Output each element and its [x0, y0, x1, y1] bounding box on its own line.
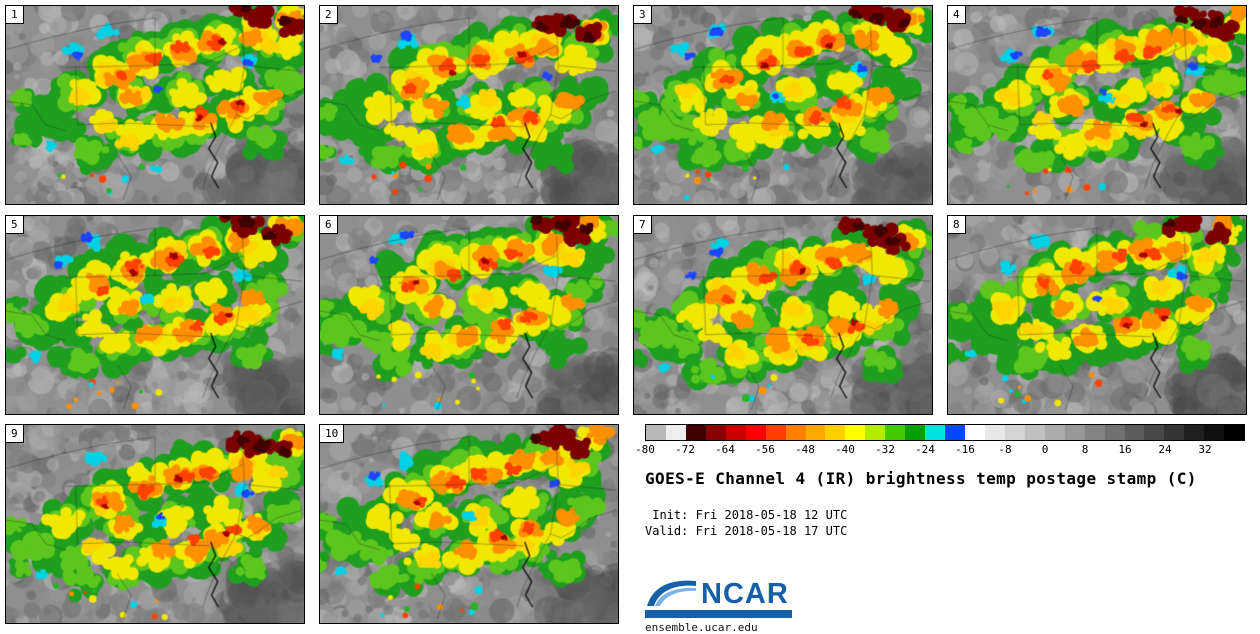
colorbar-segment: [745, 425, 766, 440]
satellite-ir-image: [320, 425, 618, 623]
colorbar-segment: [665, 425, 686, 440]
panel-number-label: 4: [948, 6, 966, 24]
colorbar-tick-label: 16: [1118, 443, 1132, 456]
colorbar-tick-label: -48: [795, 443, 815, 456]
ensemble-member-panel-3: 3: [633, 5, 933, 205]
chart-title: GOES-E Channel 4 (IR) brightness temp po…: [645, 469, 1197, 488]
valid-time: Valid: Fri 2018-05-18 17 UTC: [645, 523, 848, 538]
colorbar-segment: [825, 425, 846, 440]
colorbar-segment: [646, 425, 666, 440]
panel-number-label: 3: [634, 6, 652, 24]
colorbar-segment: [865, 425, 886, 440]
colorbar-segment: [1204, 425, 1225, 440]
ensemble-member-panel-5: 5: [5, 215, 305, 415]
colorbar: [645, 424, 1245, 441]
colorbar-segment: [1124, 425, 1145, 440]
ensemble-member-panel-4: 4: [947, 5, 1247, 205]
colorbar-tick-label: 32: [1198, 443, 1212, 456]
ensemble-member-panel-6: 6: [319, 215, 619, 415]
legend-area: -80 -72 -64 -56 -48 -40 -32 -24 -16 -8 0 8 16 24 32 GO…: [635, 424, 1245, 634]
time-info: Init: Fri 2018-05-18 12 UTC Valid: Fri 2…: [645, 508, 1245, 539]
satellite-ir-image: [6, 216, 304, 414]
colorbar-tick-label: -8: [998, 443, 1012, 456]
colorbar-segment: [765, 425, 786, 440]
colorbar-tick-label: -64: [715, 443, 735, 456]
colorbar-segment: [1164, 425, 1185, 440]
colorbar-segment: [925, 425, 946, 440]
colorbar-segment: [1024, 425, 1045, 440]
ncar-wordmark: NCAR: [701, 578, 789, 611]
colorbar-tick-label: -80: [635, 443, 655, 456]
colorbar-segment: [1084, 425, 1105, 440]
satellite-ir-image: [6, 425, 304, 623]
ensemble-member-panel-1: 1: [5, 5, 305, 205]
satellite-ir-image: [320, 216, 618, 414]
satellite-ir-image: [634, 216, 932, 414]
colorbar-tick-label: -32: [875, 443, 895, 456]
satellite-ir-image: [320, 6, 618, 204]
colorbar-segment: [725, 425, 746, 440]
colorbar-segment: [984, 425, 1005, 440]
colorbar-tick-label: 0: [1041, 443, 1049, 456]
colorbar-tick-label: -56: [755, 443, 775, 456]
panel-number-label: 6: [320, 216, 338, 234]
satellite-ir-image: [6, 6, 304, 204]
colorbar-segment: [1104, 425, 1125, 440]
colorbar-segment: [905, 425, 926, 440]
colorbar-tick-label: -72: [675, 443, 695, 456]
colorbar-tick-label: -40: [835, 443, 855, 456]
panel-number-label: 1: [6, 6, 24, 24]
colorbar-tick-label: -16: [955, 443, 975, 456]
colorbar-segment: [705, 425, 726, 440]
panel-number-label: 7: [634, 216, 652, 234]
colorbar-segment: [1144, 425, 1165, 440]
panel-number-label: 10: [320, 425, 345, 443]
colorbar-segment: [805, 425, 826, 440]
satellite-ir-image: [634, 6, 932, 204]
ncar-swoosh-icon: [647, 580, 696, 607]
ensemble-member-panel-9: 9: [5, 424, 305, 624]
colorbar-segment: [1064, 425, 1085, 440]
ensemble-member-panel-7: 7: [633, 215, 933, 415]
colorbar-segment: [885, 425, 906, 440]
satellite-ir-image: [948, 216, 1246, 414]
ncar-logo: NCAR: [645, 578, 1245, 611]
colorbar-segment: [785, 425, 806, 440]
site-url: ensemble.ucar.edu: [645, 621, 758, 634]
colorbar-segment: [685, 425, 706, 440]
colorbar-segment: [1184, 425, 1205, 440]
ensemble-member-panel-2: 2: [319, 5, 619, 205]
colorbar-segment: [965, 425, 985, 440]
ensemble-member-panel-8: 8: [947, 215, 1247, 415]
colorbar-tick-label: 8: [1081, 443, 1089, 456]
colorbar-segment: [945, 425, 965, 440]
colorbar-segment: [1004, 425, 1025, 440]
satellite-ir-image: [948, 6, 1246, 204]
init-time: Init: Fri 2018-05-18 12 UTC: [645, 508, 848, 522]
colorbar-segment: [1044, 425, 1065, 440]
colorbar-segment: [845, 425, 866, 440]
panel-number-label: 5: [6, 216, 24, 234]
colorbar-tick-label: 24: [1158, 443, 1172, 456]
colorbar-tick-label: -24: [915, 443, 935, 456]
ncar-logo-bar: [645, 610, 792, 619]
ensemble-member-panel-10: 10: [319, 424, 619, 624]
colorbar-segment: [1224, 425, 1245, 440]
panel-number-label: 8: [948, 216, 966, 234]
panel-number-label: 2: [320, 6, 338, 24]
panel-number-label: 9: [6, 425, 24, 443]
colorbar-tick-labels: -80 -72 -64 -56 -48 -40 -32 -24 -16 -8 0 8 16 24 32: [635, 441, 1245, 456]
